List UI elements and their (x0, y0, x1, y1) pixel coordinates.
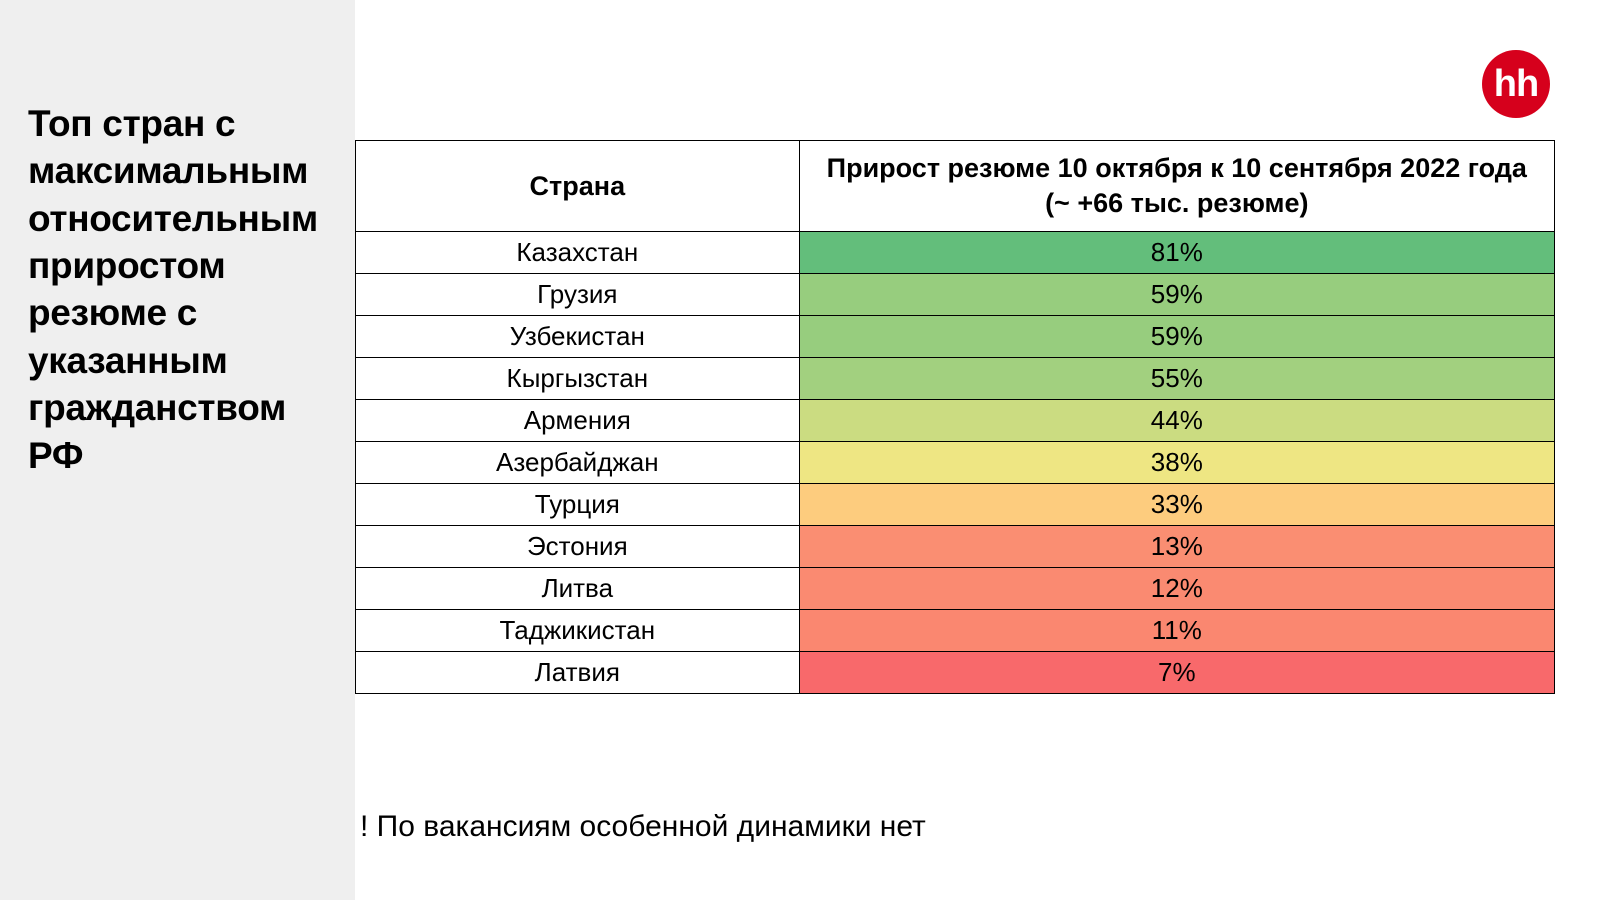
cell-growth: 59% (799, 274, 1554, 316)
cell-country: Армения (356, 400, 800, 442)
cell-growth: 55% (799, 358, 1554, 400)
cell-growth: 7% (799, 652, 1554, 694)
table-row: Турция33% (356, 484, 1555, 526)
table-row: Кыргызстан55% (356, 358, 1555, 400)
table-row: Таджикистан11% (356, 610, 1555, 652)
table-row: Казахстан81% (356, 232, 1555, 274)
table-row: Эстония13% (356, 526, 1555, 568)
cell-country: Грузия (356, 274, 800, 316)
cell-country: Кыргызстан (356, 358, 800, 400)
cell-growth: 33% (799, 484, 1554, 526)
table-header-row: Страна Прирост резюме 10 октября к 10 се… (356, 141, 1555, 232)
footnote: ! По вакансиям особенной динамики нет (360, 810, 926, 844)
cell-country: Турция (356, 484, 800, 526)
col-header-growth-line1: Прирост резюме 10 октября к 10 сентября … (827, 153, 1527, 183)
table-row: Литва12% (356, 568, 1555, 610)
page-title: Топ стран с максимальным относительным п… (28, 100, 329, 479)
cell-growth: 38% (799, 442, 1554, 484)
cell-country: Казахстан (356, 232, 800, 274)
table-row: Узбекистан59% (356, 316, 1555, 358)
cell-country: Латвия (356, 652, 800, 694)
table-row: Армения44% (356, 400, 1555, 442)
col-header-growth: Прирост резюме 10 октября к 10 сентября … (799, 141, 1554, 232)
cell-growth: 11% (799, 610, 1554, 652)
table-row: Латвия7% (356, 652, 1555, 694)
table-row: Азербайджан38% (356, 442, 1555, 484)
cell-growth: 12% (799, 568, 1554, 610)
cell-growth: 13% (799, 526, 1554, 568)
cell-growth: 44% (799, 400, 1554, 442)
main-content: Страна Прирост резюме 10 октября к 10 се… (355, 140, 1570, 694)
col-header-growth-line2: (~ +66 тыс. резюме) (1045, 188, 1308, 218)
hh-logo: hh (1482, 50, 1550, 118)
sidebar: Топ стран с максимальным относительным п… (0, 0, 355, 900)
col-header-country: Страна (356, 141, 800, 232)
table-row: Грузия59% (356, 274, 1555, 316)
cell-country: Узбекистан (356, 316, 800, 358)
cell-country: Литва (356, 568, 800, 610)
cell-country: Эстония (356, 526, 800, 568)
cell-growth: 81% (799, 232, 1554, 274)
cell-country: Таджикистан (356, 610, 800, 652)
cell-country: Азербайджан (356, 442, 800, 484)
cell-growth: 59% (799, 316, 1554, 358)
growth-table: Страна Прирост резюме 10 октября к 10 се… (355, 140, 1555, 694)
